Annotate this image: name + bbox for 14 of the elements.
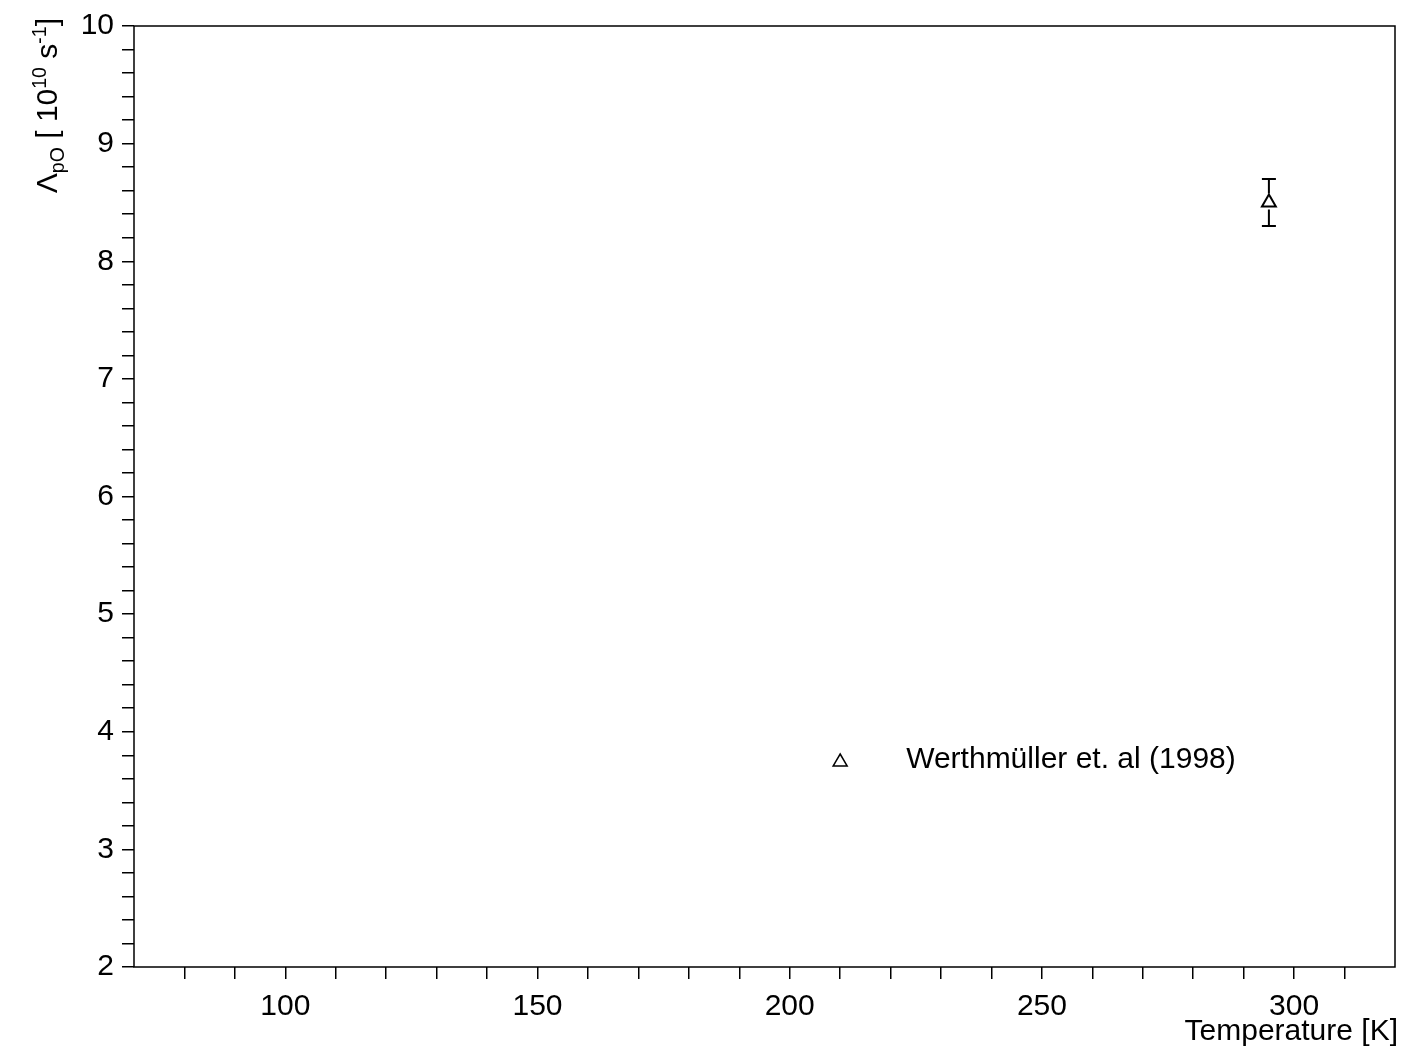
y-tick-label: 9 [97, 124, 114, 158]
x-tick-label: 250 [1016, 988, 1067, 1022]
y-tick-label: 6 [97, 477, 114, 511]
y-tick-label: 10 [80, 7, 114, 41]
y-tick-label: 8 [97, 242, 114, 276]
y-tick-label: 3 [97, 830, 114, 864]
y-tick-label: 2 [97, 948, 114, 982]
y-tick-label: 5 [97, 595, 114, 629]
x-tick-label: 150 [512, 988, 563, 1022]
y-tick-label: 4 [97, 713, 114, 747]
x-tick-label: 200 [764, 988, 815, 1022]
y-tick-label: 7 [97, 360, 114, 394]
legend-label: Werthmüller et. al (1998) [906, 741, 1236, 775]
x-tick-label: 100 [260, 988, 311, 1022]
